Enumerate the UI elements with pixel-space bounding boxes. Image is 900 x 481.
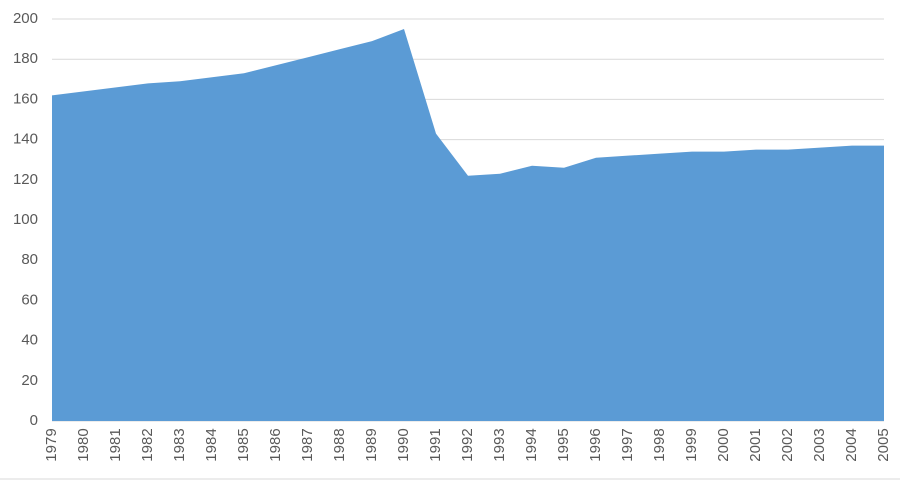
x-tick-label: 2000 xyxy=(715,428,732,461)
x-tick-label: 1994 xyxy=(523,428,540,461)
x-tick-label: 1980 xyxy=(75,428,92,461)
y-tick-label: 180 xyxy=(13,50,38,67)
x-tick-label: 2001 xyxy=(747,428,764,461)
y-tick-label: 100 xyxy=(13,211,38,228)
y-tick-label: 200 xyxy=(13,10,38,27)
y-tick-label: 80 xyxy=(21,251,38,268)
y-tick-label: 120 xyxy=(13,171,38,188)
x-tick-label: 1979 xyxy=(43,428,60,461)
x-tick-label: 1982 xyxy=(139,428,156,461)
x-tick-label: 1987 xyxy=(299,428,316,461)
y-tick-label: 140 xyxy=(13,131,38,148)
x-tick-label: 1997 xyxy=(619,428,636,461)
x-tick-label: 1990 xyxy=(395,428,412,461)
x-tick-label: 1989 xyxy=(363,428,380,461)
x-tick-label: 2003 xyxy=(811,428,828,461)
x-tick-label: 1993 xyxy=(491,428,508,461)
x-tick-label: 1981 xyxy=(107,428,124,461)
x-tick-label: 1984 xyxy=(203,428,220,461)
x-tick-label: 1995 xyxy=(555,428,572,461)
y-tick-label: 160 xyxy=(13,90,38,107)
x-tick-label: 1998 xyxy=(651,428,668,461)
x-tick-label: 2005 xyxy=(875,428,892,461)
x-tick-label: 1999 xyxy=(683,428,700,461)
x-tick-label: 1986 xyxy=(267,428,284,461)
x-tick-label: 1996 xyxy=(587,428,604,461)
x-tick-label: 1988 xyxy=(331,428,348,461)
y-tick-label: 0 xyxy=(30,412,38,429)
y-tick-label: 40 xyxy=(21,332,38,349)
x-tick-label: 1983 xyxy=(171,428,188,461)
y-tick-label: 20 xyxy=(21,372,38,389)
x-tick-label: 1991 xyxy=(427,428,444,461)
x-tick-label: 2004 xyxy=(843,428,860,461)
x-tick-label: 1992 xyxy=(459,428,476,461)
x-tick-label: 1985 xyxy=(235,428,252,461)
area xyxy=(52,29,884,422)
x-tick-label: 2002 xyxy=(779,428,796,461)
y-tick-label: 60 xyxy=(21,291,38,308)
